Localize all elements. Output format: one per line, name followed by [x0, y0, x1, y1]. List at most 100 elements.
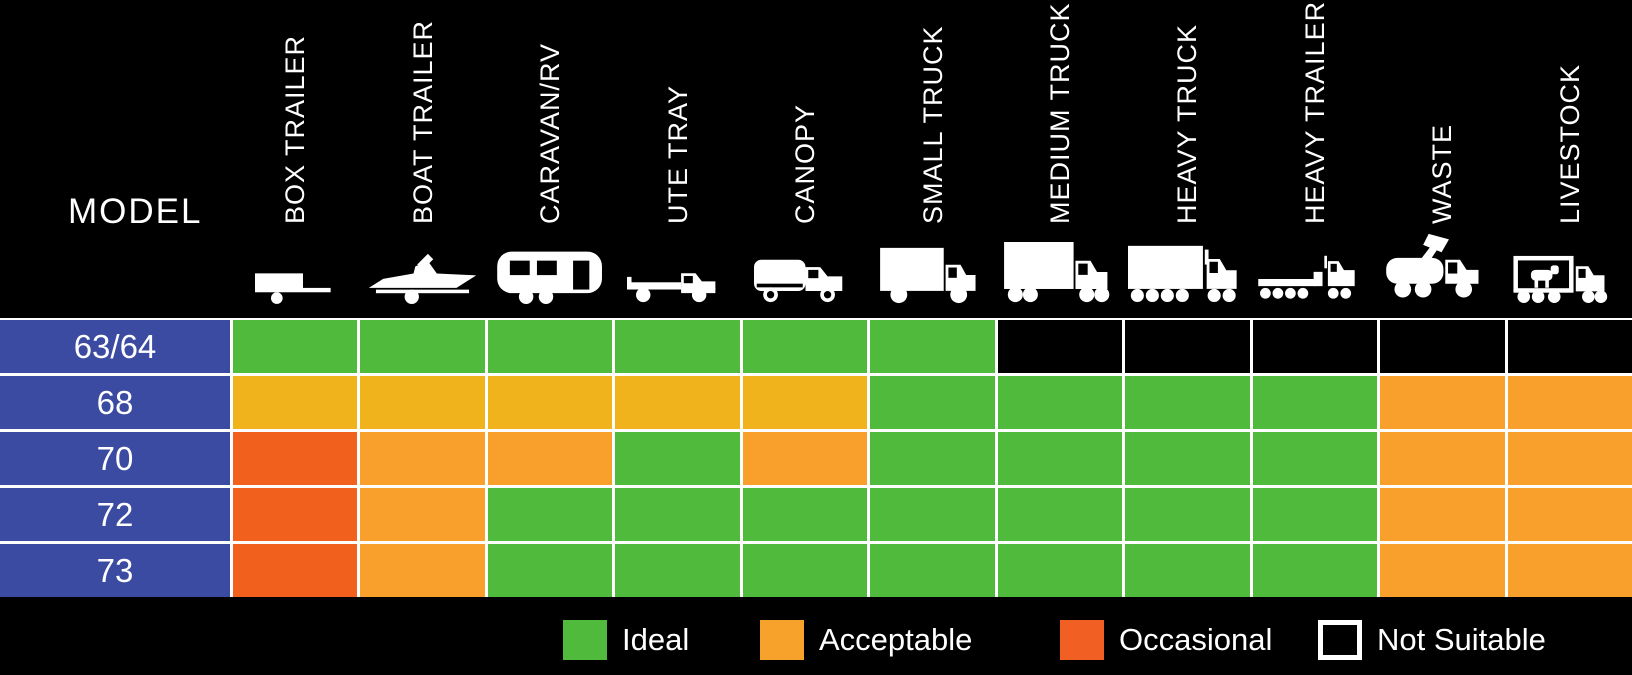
- cell-72-ute-tray: [615, 488, 740, 541]
- column-header-box-trailer: BOX TRAILER: [280, 34, 311, 224]
- legend-label-not-suitable: Not Suitable: [1377, 622, 1546, 657]
- column-icon-cell: [743, 226, 867, 304]
- legend-item-occasional: Occasional: [1060, 620, 1272, 660]
- column-header-caravan-rv: CARAVAN/RV: [535, 42, 566, 224]
- cell-63-64-heavy-trailer: [1252, 320, 1378, 373]
- row-label-63-64: 63/64: [0, 320, 230, 373]
- cell-72-small-truck: [870, 488, 995, 541]
- cell-72-heavy-trailer: [1252, 488, 1378, 541]
- column-header-heavy-trailer: HEAVY TRAILER: [1299, 0, 1330, 224]
- cell-73-waste: [1380, 544, 1505, 597]
- column-icon-cell: [233, 226, 357, 304]
- column-header-livestock: LIVESTOCK: [1554, 63, 1585, 224]
- ute-tray-icon: [627, 273, 716, 303]
- column-icon-cell: [1125, 226, 1249, 304]
- row-label-70: 70: [0, 432, 230, 485]
- cell-63-64-box-trailer: [233, 320, 358, 373]
- cell-70-small-truck: [870, 432, 995, 485]
- cell-72-box-trailer: [233, 488, 358, 541]
- cell-63-64-livestock: [1507, 320, 1632, 373]
- cell-72-livestock: [1507, 488, 1632, 541]
- heavy-trailer-icon: [1258, 255, 1356, 299]
- column-icon-cell: [870, 226, 994, 304]
- cell-68-boat-trailer: [360, 376, 485, 429]
- cell-63-64-small-truck: [870, 320, 995, 373]
- cell-63-64-caravan-rv: [487, 320, 613, 373]
- cell-70-boat-trailer: [360, 432, 485, 485]
- cell-68-heavy-truck: [1125, 376, 1250, 429]
- box-trailer-icon: [255, 273, 331, 304]
- row-label-72: 72: [0, 488, 230, 541]
- cell-73-medium-truck: [997, 544, 1123, 597]
- cell-72-canopy: [742, 488, 868, 541]
- cell-72-heavy-truck: [1125, 488, 1250, 541]
- cell-63-64-medium-truck: [997, 320, 1123, 373]
- legend-item-acceptable: Acceptable: [760, 620, 972, 660]
- cell-68-ute-tray: [615, 376, 740, 429]
- legend-label-ideal: Ideal: [622, 622, 690, 657]
- column-header-medium-truck: MEDIUM TRUCK: [1044, 2, 1075, 224]
- cell-68-waste: [1380, 376, 1505, 429]
- cell-63-64-heavy-truck: [1125, 320, 1250, 373]
- model-column-title: MODEL: [68, 192, 203, 231]
- column-icon-cell: [1253, 226, 1377, 304]
- cell-63-64-boat-trailer: [360, 320, 485, 373]
- not-suitable-swatch-icon: [1318, 620, 1362, 660]
- legend-label-acceptable: Acceptable: [819, 622, 973, 657]
- small-truck-icon: [880, 247, 976, 304]
- cell-72-caravan-rv: [487, 488, 613, 541]
- waste-truck-icon: [1385, 233, 1479, 298]
- cell-73-livestock: [1507, 544, 1632, 597]
- cell-72-medium-truck: [997, 488, 1123, 541]
- column-icon-cell: [615, 226, 739, 304]
- cell-70-medium-truck: [997, 432, 1123, 485]
- cell-63-64-waste: [1380, 320, 1505, 373]
- column-header-boat-trailer: BOAT TRAILER: [407, 19, 438, 224]
- cell-70-heavy-truck: [1125, 432, 1250, 485]
- cell-68-small-truck: [870, 376, 995, 429]
- column-icon-cell: [1508, 226, 1632, 304]
- cell-68-heavy-trailer: [1252, 376, 1378, 429]
- cell-68-caravan-rv: [487, 376, 613, 429]
- cell-70-livestock: [1507, 432, 1632, 485]
- cell-72-boat-trailer: [360, 488, 485, 541]
- cell-73-heavy-truck: [1125, 544, 1250, 597]
- heavy-truck-icon: [1128, 245, 1238, 303]
- cell-70-canopy: [742, 432, 868, 485]
- cell-73-box-trailer: [233, 544, 358, 597]
- canopy-icon: [753, 259, 842, 303]
- cell-73-heavy-trailer: [1252, 544, 1378, 597]
- cell-70-box-trailer: [233, 432, 358, 485]
- cell-70-heavy-trailer: [1252, 432, 1378, 485]
- cell-70-waste: [1380, 432, 1505, 485]
- legend: Ideal Acceptable Occasional Not Suitable: [0, 620, 1632, 675]
- cell-70-caravan-rv: [487, 432, 613, 485]
- cell-73-small-truck: [870, 544, 995, 597]
- cell-68-box-trailer: [233, 376, 358, 429]
- row-label-68: 68: [0, 376, 230, 429]
- cell-73-boat-trailer: [360, 544, 485, 597]
- cell-73-ute-tray: [615, 544, 740, 597]
- column-icon-cell: [998, 226, 1122, 304]
- legend-item-not-suitable: Not Suitable: [1318, 620, 1546, 660]
- caravan-rv-icon: [496, 251, 602, 304]
- cell-72-waste: [1380, 488, 1505, 541]
- acceptable-swatch-icon: [760, 620, 804, 660]
- cell-68-canopy: [742, 376, 868, 429]
- column-icon-cell: [488, 226, 612, 304]
- legend-item-ideal: Ideal: [563, 620, 689, 660]
- cell-68-livestock: [1507, 376, 1632, 429]
- column-header-ute-tray: UTE TRAY: [662, 84, 693, 224]
- column-header-small-truck: SMALL TRUCK: [917, 25, 948, 224]
- legend-label-occasional: Occasional: [1119, 622, 1273, 657]
- occasional-swatch-icon: [1060, 620, 1104, 660]
- cell-73-canopy: [742, 544, 868, 597]
- medium-truck-icon: [1004, 242, 1110, 303]
- column-icon-cell: [360, 226, 484, 304]
- column-header-waste: WASTE: [1427, 123, 1458, 224]
- row-label-73: 73: [0, 544, 230, 597]
- ideal-swatch-icon: [563, 620, 607, 660]
- column-header-heavy-truck: HEAVY TRUCK: [1172, 23, 1203, 224]
- compatibility-grid: 63/64 68 70 72 73: [0, 318, 1632, 597]
